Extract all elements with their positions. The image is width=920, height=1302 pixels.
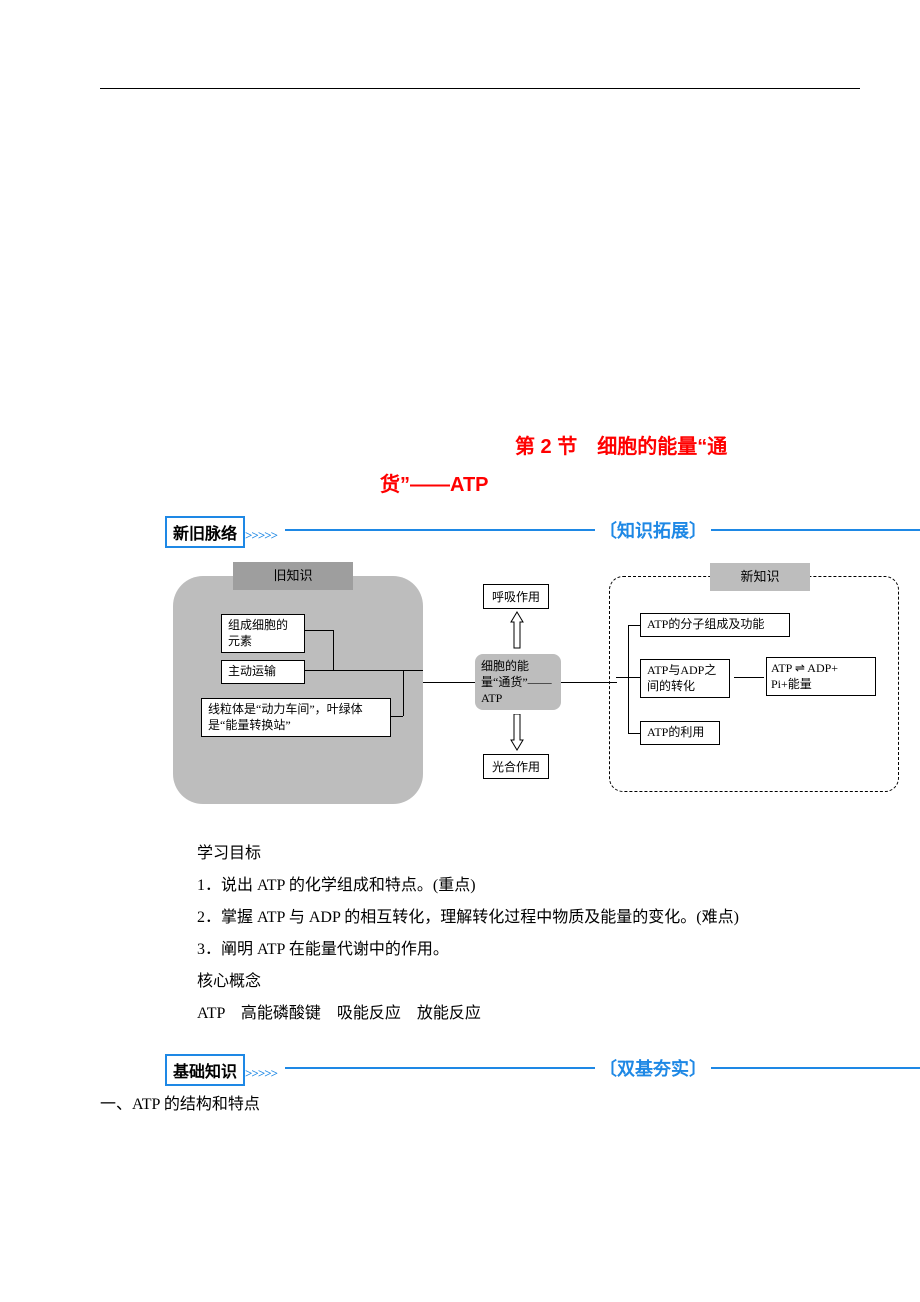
new-box-usage: ATP的利用 — [640, 721, 720, 745]
connector — [628, 625, 640, 626]
goal-1: 1．说出 ATP 的化学组成和特点。(重点) — [165, 870, 845, 902]
connector — [305, 630, 333, 631]
equation-line1: ATP ⇌ ADP+ — [771, 661, 838, 675]
core-concepts-list: ATP 高能磷酸键 吸能反应 放能反应 — [165, 998, 845, 1030]
connector — [628, 625, 629, 733]
connector — [333, 670, 423, 671]
concept-diagram: 旧知识 组成细胞的元素 主动运输 线粒体是“动力车间”，叶绿体是“能量转换站” … — [165, 558, 905, 818]
equation-line2: Pi+能量 — [771, 677, 812, 691]
section-banner-basics: 基础知识>>>>> 〔双基夯实〕 2 — [165, 1054, 920, 1082]
connector — [609, 682, 617, 683]
bottom-box-photosynthesis: 光合作用 — [483, 754, 549, 779]
doc-title-line2: 货”——ATP — [380, 468, 489, 497]
connector — [333, 630, 334, 670]
new-knowledge-panel: 新知识 ATP的分子组成及功能 ATP与ADP之间的转化 ATP的利用 ATP … — [609, 576, 899, 792]
connector — [616, 677, 640, 678]
subsection-heading: 一、ATP 的结构和特点 — [100, 1090, 260, 1114]
connector — [734, 677, 764, 678]
body-text: 学习目标 1．说出 ATP 的化学组成和特点。(重点) 2．掌握 ATP 与 A… — [165, 838, 845, 1030]
new-box-conversion: ATP与ADP之间的转化 — [640, 659, 730, 698]
section-banner-knowledge: 新旧脉络>>>>> 〔知识拓展〕 1 — [165, 516, 920, 544]
connector — [423, 682, 475, 683]
connector — [561, 682, 609, 683]
old-knowledge-label: 旧知识 — [233, 562, 353, 590]
banner-tag: 新旧脉络 — [165, 516, 245, 548]
new-box-equation: ATP ⇌ ADP+ Pi+能量 — [766, 657, 876, 696]
goal-3: 3．阐明 ATP 在能量代谢中的作用。 — [165, 934, 845, 966]
banner-tag: 基础知识 — [165, 1054, 245, 1086]
page-rule — [100, 88, 860, 429]
old-box-elements: 组成细胞的元素 — [221, 614, 305, 653]
connector — [628, 733, 640, 734]
connector — [391, 716, 403, 717]
banner-chevrons: >>>>> — [245, 527, 277, 542]
goal-2: 2．掌握 ATP 与 ADP 的相互转化，理解转化过程中物质及能量的变化。(难点… — [165, 902, 845, 934]
arrow-up-icon — [509, 610, 525, 650]
old-knowledge-panel: 旧知识 组成细胞的元素 主动运输 线粒体是“动力车间”，叶绿体是“能量转换站” — [173, 576, 423, 804]
old-box-transport: 主动运输 — [221, 660, 305, 684]
arrow-down-icon — [509, 714, 525, 752]
connector — [305, 670, 333, 671]
center-topic-box: 细胞的能量“通货”——ATP — [475, 654, 561, 710]
banner-mid-label: 〔双基夯实〕 — [595, 1055, 711, 1081]
connector — [403, 670, 404, 716]
doc-title-line1: 第 2 节 细胞的能量“通 — [515, 430, 727, 459]
banner-mid-label: 〔知识拓展〕 — [595, 517, 711, 543]
new-knowledge-label: 新知识 — [710, 563, 810, 591]
new-box-composition: ATP的分子组成及功能 — [640, 613, 790, 637]
core-concepts-heading: 核心概念 — [165, 966, 845, 998]
top-box-respiration: 呼吸作用 — [483, 584, 549, 609]
old-box-organelles: 线粒体是“动力车间”，叶绿体是“能量转换站” — [201, 698, 391, 737]
banner-chevrons: >>>>> — [245, 1065, 277, 1080]
learning-goals-heading: 学习目标 — [165, 838, 845, 870]
